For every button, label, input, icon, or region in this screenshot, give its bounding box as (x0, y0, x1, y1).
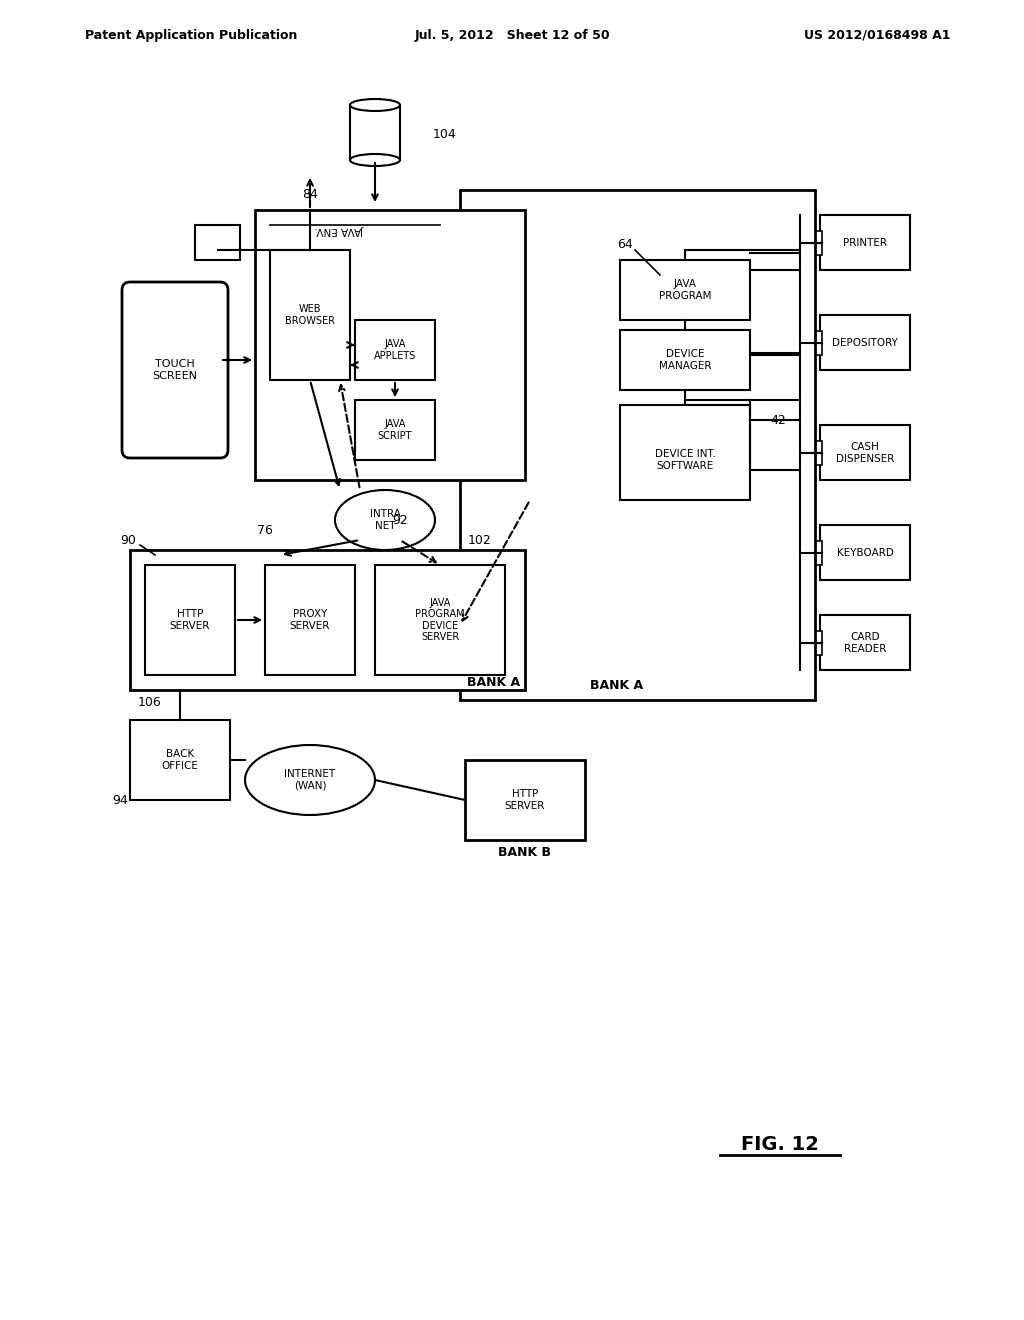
Bar (800, 441, 822, 465)
Text: DEPOSITORY: DEPOSITORY (833, 338, 898, 348)
Bar (265, 565, 355, 675)
Text: INTERNET
(WAN): INTERNET (WAN) (285, 770, 336, 791)
Text: JAVA
PROGRAM: JAVA PROGRAM (658, 280, 712, 301)
Bar (820, 315, 910, 370)
Text: Jul. 5, 2012   Sheet 12 of 50: Jul. 5, 2012 Sheet 12 of 50 (414, 29, 610, 41)
Text: US 2012/0168498 A1: US 2012/0168498 A1 (804, 29, 950, 41)
Text: KEYBOARD: KEYBOARD (837, 548, 893, 558)
Bar (255, 210, 525, 480)
Text: 94: 94 (113, 793, 128, 807)
Text: BANK A: BANK A (590, 678, 643, 692)
Text: Patent Application Publication: Patent Application Publication (85, 29, 297, 41)
Text: DEVICE INT.
SOFTWARE: DEVICE INT. SOFTWARE (654, 449, 716, 471)
Bar (620, 405, 750, 500)
Bar (130, 719, 230, 800)
Text: TOUCH
SCREEN: TOUCH SCREEN (153, 359, 198, 380)
Text: HTTP
SERVER: HTTP SERVER (170, 610, 210, 631)
Ellipse shape (245, 744, 375, 814)
Text: 104: 104 (433, 128, 457, 141)
Bar (465, 760, 585, 840)
Text: BANK B: BANK B (499, 846, 552, 858)
Text: FIG. 12: FIG. 12 (741, 1135, 819, 1155)
Bar (270, 249, 350, 380)
Text: 84: 84 (302, 189, 317, 202)
Text: BACK
OFFICE: BACK OFFICE (162, 750, 199, 771)
Text: BANK A: BANK A (467, 676, 520, 689)
Bar (460, 190, 815, 700)
Ellipse shape (350, 154, 400, 166)
Bar (820, 215, 910, 271)
Text: DEVICE
MANAGER: DEVICE MANAGER (658, 350, 712, 371)
Text: JAVA ENV.: JAVA ENV. (315, 224, 365, 235)
Text: 64: 64 (617, 239, 633, 252)
Text: JAVA
APPLETS: JAVA APPLETS (374, 339, 416, 360)
Bar (820, 615, 910, 671)
Text: 90: 90 (120, 533, 136, 546)
Bar (620, 260, 750, 319)
Bar (800, 331, 822, 355)
Text: CASH
DISPENSER: CASH DISPENSER (836, 442, 894, 463)
Bar (130, 550, 525, 690)
Text: 92: 92 (392, 513, 408, 527)
Text: 76: 76 (257, 524, 273, 536)
Ellipse shape (350, 99, 400, 111)
Bar (355, 400, 435, 459)
Text: WEB
BROWSER: WEB BROWSER (285, 304, 335, 326)
Text: JAVA
PROGRAM
DEVICE
SERVER: JAVA PROGRAM DEVICE SERVER (415, 598, 465, 643)
Bar (355, 319, 435, 380)
FancyBboxPatch shape (122, 282, 228, 458)
Text: 42: 42 (770, 413, 785, 426)
Bar (375, 565, 505, 675)
Bar (350, 106, 400, 160)
Text: 102: 102 (468, 533, 492, 546)
Bar (620, 330, 750, 389)
Text: HTTP
SERVER: HTTP SERVER (505, 789, 545, 810)
Text: JAVA
SCRIPT: JAVA SCRIPT (378, 420, 413, 441)
Bar (800, 541, 822, 565)
Text: CARD
READER: CARD READER (844, 632, 886, 653)
Bar (800, 231, 822, 255)
Bar (820, 525, 910, 579)
Text: PRINTER: PRINTER (843, 238, 887, 248)
Text: 106: 106 (138, 696, 162, 709)
Bar (800, 631, 822, 655)
Bar (820, 425, 910, 480)
Ellipse shape (335, 490, 435, 550)
Bar (145, 565, 234, 675)
Text: PROXY
SERVER: PROXY SERVER (290, 610, 330, 631)
Bar (195, 224, 240, 260)
Text: INTRA
NET: INTRA NET (370, 510, 400, 531)
